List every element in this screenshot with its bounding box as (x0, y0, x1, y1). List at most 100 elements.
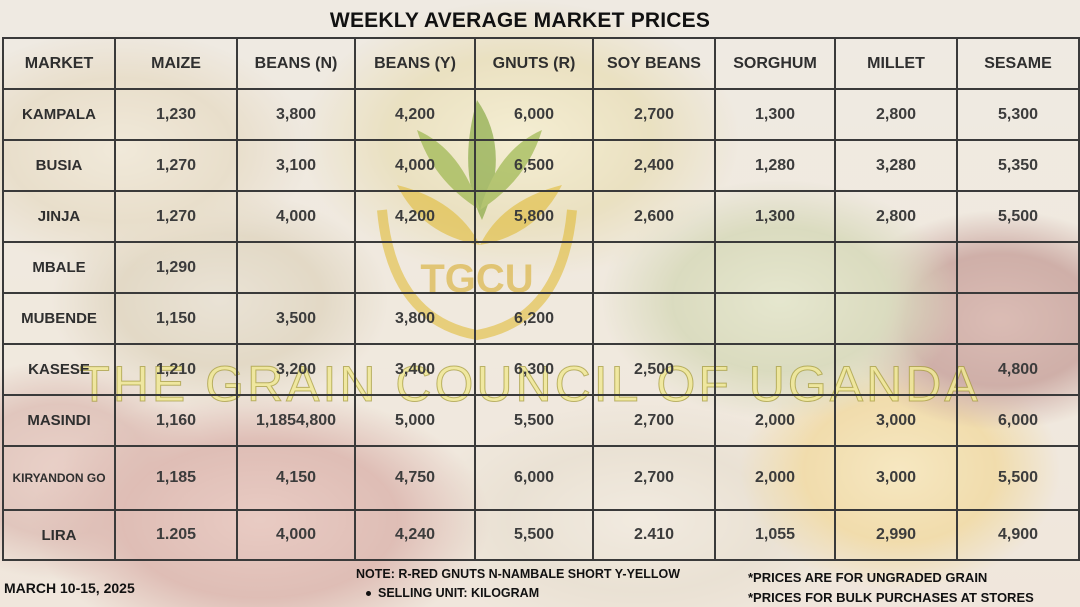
price-cell (834, 241, 958, 294)
ungraded-note: *PRICES ARE FOR UNGRADED GRAIN (748, 570, 988, 585)
price-cell: 1,230 (114, 88, 238, 141)
legend-note: NOTE: R-RED GNUTS N-NAMBALE SHORT Y-YELL… (356, 567, 681, 581)
price-cell: 1,150 (114, 292, 238, 345)
price-cell: 3,400 (354, 343, 476, 396)
market-name: KIRYANDON GO (2, 445, 116, 511)
header-beans-y: BEANS (Y) (354, 37, 476, 90)
price-cell: 2,600 (592, 190, 716, 243)
price-cell: 1.205 (114, 509, 238, 561)
price-cell: 5,800 (474, 190, 594, 243)
price-cell: 2,400 (592, 139, 716, 192)
price-cell: 1,185 (114, 445, 238, 511)
header-millet: MILLET (834, 37, 958, 90)
price-cell (714, 241, 836, 294)
header-maize: MAIZE (114, 37, 238, 90)
price-cell (592, 292, 716, 345)
price-cell: 2,700 (592, 445, 716, 511)
price-cell: 2,800 (834, 88, 958, 141)
price-cell (834, 343, 958, 396)
bulk-purchase-note: *PRICES FOR BULK PURCHASES AT STORES (748, 590, 1034, 605)
table-header-row: MARKET MAIZE BEANS (N) BEANS (Y) GNUTS (… (2, 37, 1080, 90)
price-cell: 5,500 (474, 394, 594, 447)
price-cell: 2.410 (592, 509, 716, 561)
price-cell: 1,160 (114, 394, 238, 447)
table-row: BUSIA 1,270 3,100 4,000 6,500 2,400 1,28… (2, 139, 1080, 192)
price-cell (592, 241, 716, 294)
price-cell (474, 241, 594, 294)
price-cell: 1,210 (114, 343, 238, 396)
table-row: KASESE 1,210 3,200 3,400 6,300 2,500 4,8… (2, 343, 1080, 396)
price-cell: 2,800 (834, 190, 958, 243)
price-cell: 6,300 (474, 343, 594, 396)
market-name: LIRA (2, 509, 116, 561)
date-range: MARCH 10-15, 2025 (4, 580, 135, 596)
price-cell: 3,200 (236, 343, 356, 396)
price-cell: 1,280 (714, 139, 836, 192)
price-cell: 3,800 (354, 292, 476, 345)
price-cell: 4,150 (236, 445, 356, 511)
price-cell (956, 292, 1080, 345)
market-name: KAMPALA (2, 88, 116, 141)
market-name: MASINDI (2, 394, 116, 447)
page-title: WEEKLY AVERAGE MARKET PRICES (329, 9, 711, 32)
price-cell: 4,000 (354, 139, 476, 192)
price-cell: 2,000 (714, 445, 836, 511)
table-row: JINJA 1,270 4,000 4,200 5,800 2,600 1,30… (2, 190, 1080, 243)
price-cell: 5,500 (474, 509, 594, 561)
header-sorghum: SORGHUM (714, 37, 836, 90)
price-cell: 6,200 (474, 292, 594, 345)
price-table: MARKET MAIZE BEANS (N) BEANS (Y) GNUTS (… (2, 37, 1080, 561)
price-cell: 4,240 (354, 509, 476, 561)
price-cell: 2,700 (592, 394, 716, 447)
header-market: MARKET (2, 37, 116, 90)
price-cell (834, 292, 958, 345)
price-cell: 5,350 (956, 139, 1080, 192)
market-name: MUBENDE (2, 292, 116, 345)
price-cell: 1,055 (714, 509, 836, 561)
table-row: KIRYANDON GO 1,185 4,150 4,750 6,000 2,7… (2, 445, 1080, 511)
price-cell: 1,1854,800 (236, 394, 356, 447)
price-cell (956, 241, 1080, 294)
price-cell (236, 241, 356, 294)
market-name: JINJA (2, 190, 116, 243)
price-cell: 4,750 (354, 445, 476, 511)
header-beans-n: BEANS (N) (236, 37, 356, 90)
price-cell: 5,000 (354, 394, 476, 447)
price-cell: 4,200 (354, 88, 476, 141)
price-cell: 1,270 (114, 139, 238, 192)
price-cell: 2,500 (592, 343, 716, 396)
price-cell (714, 343, 836, 396)
price-cell: 1,290 (114, 241, 238, 294)
price-cell: 5,500 (956, 445, 1080, 511)
selling-unit-note: SELLING UNIT: KILOGRAM (366, 586, 539, 600)
price-cell: 4,900 (956, 509, 1080, 561)
price-cell: 3,500 (236, 292, 356, 345)
price-cell: 2,990 (834, 509, 958, 561)
market-name: BUSIA (2, 139, 116, 192)
price-cell: 2,000 (714, 394, 836, 447)
price-cell (714, 292, 836, 345)
price-cell: 3,100 (236, 139, 356, 192)
market-name: MBALE (2, 241, 116, 294)
header-soy-beans: SOY BEANS (592, 37, 716, 90)
price-cell: 4,000 (236, 509, 356, 561)
price-cell: 2,700 (592, 88, 716, 141)
price-cell: 6,500 (474, 139, 594, 192)
price-cell: 6,000 (474, 445, 594, 511)
price-cell: 3,280 (834, 139, 958, 192)
table-row: LIRA 1.205 4,000 4,240 5,500 2.410 1,055… (2, 509, 1080, 561)
price-cell: 1,300 (714, 190, 836, 243)
price-cell (354, 241, 476, 294)
table-row: MUBENDE 1,150 3,500 3,800 6,200 (2, 292, 1080, 345)
market-name: KASESE (2, 343, 116, 396)
bullet-icon (366, 591, 371, 597)
table-row: MASINDI 1,160 1,1854,800 5,000 5,500 2,7… (2, 394, 1080, 447)
price-cell: 4,800 (956, 343, 1080, 396)
price-cell: 5,300 (956, 88, 1080, 141)
header-gnuts-r: GNUTS (R) (474, 37, 594, 90)
price-cell: 1,300 (714, 88, 836, 141)
price-cell: 3,000 (834, 445, 958, 511)
price-cell: 4,200 (354, 190, 476, 243)
price-cell: 5,500 (956, 190, 1080, 243)
header-sesame: SESAME (956, 37, 1080, 90)
